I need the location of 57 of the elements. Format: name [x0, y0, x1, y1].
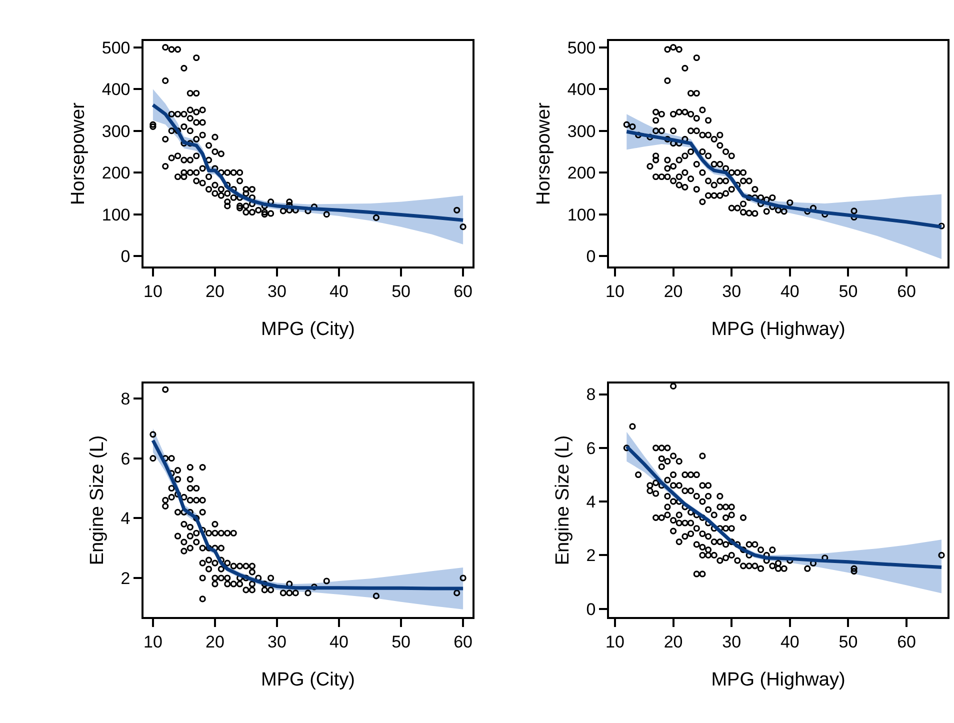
y-tick-label: 0 [120, 247, 130, 266]
x-tick-label: 40 [330, 282, 348, 301]
line-series [151, 438, 465, 590]
y-tick-label: 400 [102, 80, 130, 100]
y-tick-label: 300 [102, 122, 130, 141]
x-tick-label: 40 [780, 632, 800, 652]
x-tick-label: 30 [722, 632, 742, 652]
x-tick-label: 60 [897, 282, 916, 301]
x-tick-label: 50 [392, 632, 410, 652]
y-axis-title: Engine Size (L) [552, 435, 574, 566]
y-tick-label: 500 [102, 38, 130, 58]
x-tick-label: 50 [838, 632, 858, 652]
y-tick-label: 6 [586, 438, 596, 458]
x-tick-label: 10 [606, 282, 624, 301]
x-tick-label: 20 [206, 282, 224, 301]
y-axis-title: Engine Size (L) [87, 435, 108, 566]
line-series [624, 444, 944, 570]
x-tick-label: 30 [722, 282, 742, 301]
x-tick-label: 10 [143, 632, 162, 652]
x-tick-label: 10 [606, 632, 624, 652]
x-tick-label: 40 [780, 282, 800, 301]
y-tick-label: 2 [120, 568, 130, 588]
x-tick-label: 20 [664, 632, 683, 652]
y-tick-label: 4 [120, 509, 130, 528]
x-tick-label: 50 [838, 282, 858, 301]
x-axis-title: MPG (City) [261, 670, 355, 691]
y-tick-label: 200 [567, 164, 596, 183]
x-tick-label: 20 [664, 282, 683, 301]
x-tick-label: 60 [454, 282, 473, 301]
x-tick-label: 60 [454, 632, 473, 652]
y-tick-label: 2 [586, 546, 596, 566]
y-tick-label: 400 [567, 80, 596, 100]
x-tick-label: 40 [330, 632, 348, 652]
x-tick-label: 20 [206, 632, 224, 652]
line-series [151, 103, 465, 222]
y-tick-label: 6 [120, 449, 130, 468]
y-axis-title: Horsepower [534, 102, 555, 205]
y-tick-label: 200 [102, 164, 130, 183]
y-tick-label: 0 [586, 247, 596, 266]
y-tick-label: 100 [567, 205, 596, 224]
x-axis-title: MPG (Highway) [711, 319, 846, 340]
y-tick-label: 0 [586, 600, 596, 619]
y-tick-label: 8 [586, 385, 596, 404]
y-tick-label: 8 [120, 389, 130, 408]
x-tick-label: 60 [897, 632, 916, 652]
x-axis-title: MPG (City) [261, 319, 355, 340]
y-tick-label: 4 [586, 492, 596, 512]
y-tick-label: 300 [567, 122, 596, 141]
x-tick-label: 50 [392, 282, 410, 301]
y-tick-label: 100 [102, 205, 130, 224]
x-tick-label: 30 [268, 632, 286, 652]
y-tick-label: 500 [567, 38, 596, 58]
x-axis-title: MPG (Highway) [711, 670, 846, 691]
x-tick-label: 10 [143, 282, 162, 301]
y-axis-title: Horsepower [68, 102, 90, 205]
x-tick-label: 30 [268, 282, 286, 301]
line-series [624, 130, 944, 229]
